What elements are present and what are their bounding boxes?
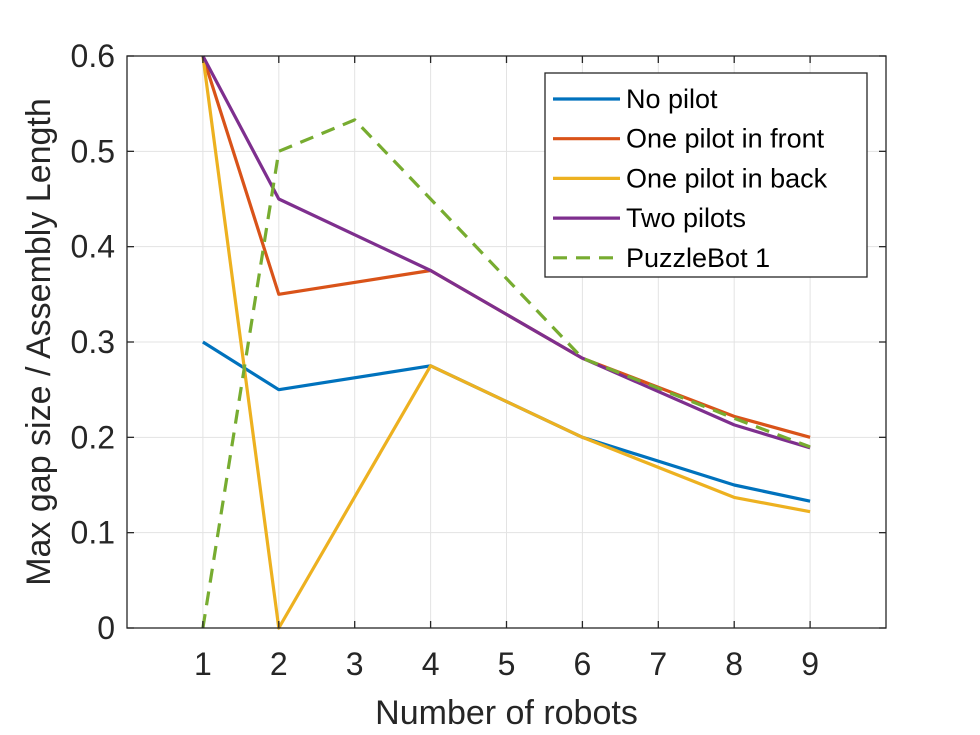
x-tick-label: 6: [574, 646, 592, 682]
y-tick-label: 0.2: [71, 419, 115, 455]
x-tick-label: 9: [801, 646, 819, 682]
x-tick-label: 8: [725, 646, 743, 682]
y-tick-label: 0.5: [71, 133, 115, 169]
legend-label-puzzlebot-1: PuzzleBot 1: [626, 243, 770, 273]
series-line-two-pilots: [201, 55, 811, 450]
axis-ticks: 1 2 3 4 5 6 7 8 9 0 0.1 0.2 0.3 0.4 0.5 0.6: [71, 38, 886, 682]
legend-box: [544, 72, 868, 278]
legend-label-one-pilot-in-front: One pilot in front: [626, 124, 825, 154]
x-tick-label: 5: [498, 646, 516, 682]
x-tick-label: 3: [346, 646, 364, 682]
y-tick-label: 0.3: [71, 324, 115, 360]
series-lines: [201, 55, 811, 630]
x-tick-label: 2: [270, 646, 288, 682]
x-tick-label: 4: [422, 646, 440, 682]
legend-label-one-pilot-in-back: One pilot in back: [626, 163, 828, 193]
legend-label-no-pilot: No pilot: [626, 84, 718, 114]
x-tick-label: 1: [194, 646, 212, 682]
y-axis-label: Max gap size / Assembly Length: [20, 98, 58, 586]
x-axis-label: Number of robots: [375, 694, 638, 732]
y-tick-label: 0.4: [71, 229, 115, 265]
y-tick-label: 0: [97, 610, 115, 646]
series-line-one-pilot-in-back: [201, 55, 811, 630]
y-tick-label: 0.1: [71, 515, 115, 551]
legend: No pilot One pilot in front One pilot in b…: [544, 72, 868, 278]
legend-label-two-pilots: Two pilots: [626, 203, 746, 233]
series-line-puzzlebot-1: [201, 118, 811, 629]
x-tick-label: 7: [649, 646, 667, 682]
y-tick-label: 0.6: [71, 38, 115, 74]
